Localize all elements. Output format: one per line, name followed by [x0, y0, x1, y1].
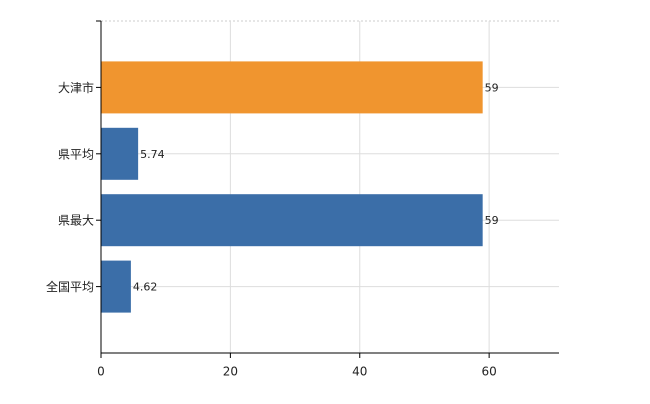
x-tick-label: 0: [97, 365, 105, 379]
bar: [101, 260, 131, 313]
bar: [101, 61, 483, 114]
value-label: 4.62: [133, 281, 158, 294]
bar: [101, 127, 139, 180]
y-tick-label: 県最大: [58, 214, 94, 228]
x-tick-label: 20: [223, 365, 238, 379]
y-tick-label: 大津市: [58, 80, 94, 95]
value-label: 59: [485, 214, 499, 227]
bar: [101, 194, 483, 247]
x-tick-label: 40: [352, 365, 367, 379]
y-tick-label: 全国平均: [46, 279, 94, 294]
value-label: 59: [485, 81, 499, 94]
value-label: 5.74: [140, 148, 165, 161]
y-tick-label: 県平均: [58, 147, 94, 161]
x-tick-label: 60: [481, 365, 496, 379]
